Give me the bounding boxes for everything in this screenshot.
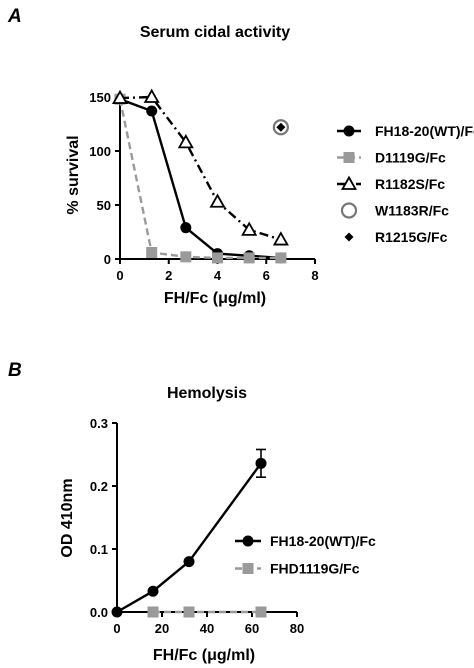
- legend-label: R1215G/Fc: [375, 229, 448, 245]
- legend-label: FHD1119G/Fc: [270, 561, 360, 577]
- y-tick-label: 0.1: [90, 542, 108, 557]
- chart-title: Hemolysis: [167, 385, 247, 402]
- data-point: [241, 221, 258, 236]
- chart-panel-a: A Serum cidal activity 0 50 100 150 0 2 4 6 8 FH/Fc…: [7, 6, 474, 307]
- y-tick-label: 0: [104, 252, 111, 267]
- series-line: [119, 98, 281, 260]
- data-point: [147, 585, 159, 597]
- x-tick-label: 20: [155, 621, 169, 636]
- legend-entry: FHD1119G/Fc: [235, 561, 360, 577]
- y-axis-label: OD 410nm: [59, 478, 76, 557]
- data-point: [147, 606, 159, 618]
- data-point: [146, 247, 158, 259]
- data-point: [272, 119, 289, 136]
- legend-entry: FH18-20(WT)/Fc: [235, 533, 376, 549]
- legend-label: FH18-20(WT)/Fc: [270, 533, 376, 549]
- data-point: [255, 606, 267, 618]
- x-tick-label: 40: [200, 621, 214, 636]
- series-d1119g-fc: [114, 93, 287, 264]
- y-tick-label: 100: [89, 144, 111, 159]
- legend-entry: R1182S/Fc: [337, 175, 445, 192]
- legend-label: FH18-20(WT)/Fc: [375, 123, 474, 139]
- series-w1183r-fc: [272, 119, 289, 136]
- y-tick-label: 0.3: [90, 416, 108, 431]
- x-tick-label: 60: [245, 621, 259, 636]
- data-point: [209, 193, 226, 208]
- legend-marker: [242, 563, 254, 574]
- x-tick-label: 8: [311, 268, 318, 283]
- series-r1215g-fc: [276, 122, 286, 132]
- data-point: [275, 252, 287, 264]
- data-point: [177, 134, 194, 149]
- legend-entry: D1119G/Fc: [337, 150, 446, 166]
- series-r1182s-fc: [111, 88, 289, 246]
- x-tick-label: 80: [290, 621, 304, 636]
- series-fh18-20-wt-fc: [114, 93, 287, 264]
- data-point: [183, 556, 195, 568]
- series-line: [116, 462, 262, 614]
- data-point: [183, 606, 195, 618]
- legend-entry: R1215G/Fc: [344, 229, 448, 245]
- data-point: [212, 252, 223, 264]
- legend-marker: [343, 152, 355, 163]
- data-point: [276, 122, 286, 132]
- y-axis-label: % survival: [65, 135, 82, 214]
- data-point: [180, 222, 192, 234]
- x-tick-label: 6: [263, 268, 270, 283]
- y-tick-label: 0.0: [90, 605, 108, 620]
- y-tick-label: 0.2: [90, 479, 108, 494]
- x-tick-label: 0: [116, 268, 123, 283]
- chart-title: Serum cidal activity: [140, 24, 290, 41]
- series-fh18-20-wt-fc: [111, 448, 267, 618]
- y-tick-label: 50: [97, 198, 111, 213]
- legend-label: W1183R/Fc: [375, 203, 449, 219]
- series-line: [118, 98, 281, 260]
- data-point: [180, 251, 192, 263]
- data-point: [111, 606, 123, 618]
- legend-label: R1182S/Fc: [375, 176, 445, 192]
- data-point: [255, 457, 267, 469]
- legend-marker: [344, 232, 354, 242]
- panel-letter: B: [8, 360, 22, 381]
- chart-panel-b: B Hemolysis 0.0 0.1 0.2 0.3 0 20 40 60 80 FH/Fc (μg…: [8, 360, 376, 664]
- legend-entry: FH18-20(WT)/Fc: [337, 123, 474, 139]
- series-fhd1119g-fc: [147, 606, 267, 618]
- data-point: [272, 231, 289, 246]
- x-axis-label: FH/Fc (μg/ml): [164, 290, 266, 307]
- legend-marker: [343, 125, 355, 137]
- data-point: [111, 89, 129, 104]
- x-tick-label: 2: [165, 268, 172, 283]
- data-point: [146, 105, 158, 117]
- legend-marker: [242, 535, 254, 547]
- x-tick-label: 4: [214, 268, 222, 283]
- panel-letter: A: [7, 6, 22, 27]
- data-point: [243, 252, 255, 264]
- x-tick-label: 0: [113, 621, 120, 636]
- y-tick-label: 150: [89, 90, 111, 105]
- legend-label: D1119G/Fc: [375, 150, 446, 166]
- x-axis-label: FH/Fc (μg/ml): [153, 647, 255, 664]
- data-point: [143, 88, 160, 103]
- legend-marker: [340, 202, 358, 219]
- legend-marker: [340, 175, 358, 190]
- legend-entry: W1183R/Fc: [340, 202, 449, 219]
